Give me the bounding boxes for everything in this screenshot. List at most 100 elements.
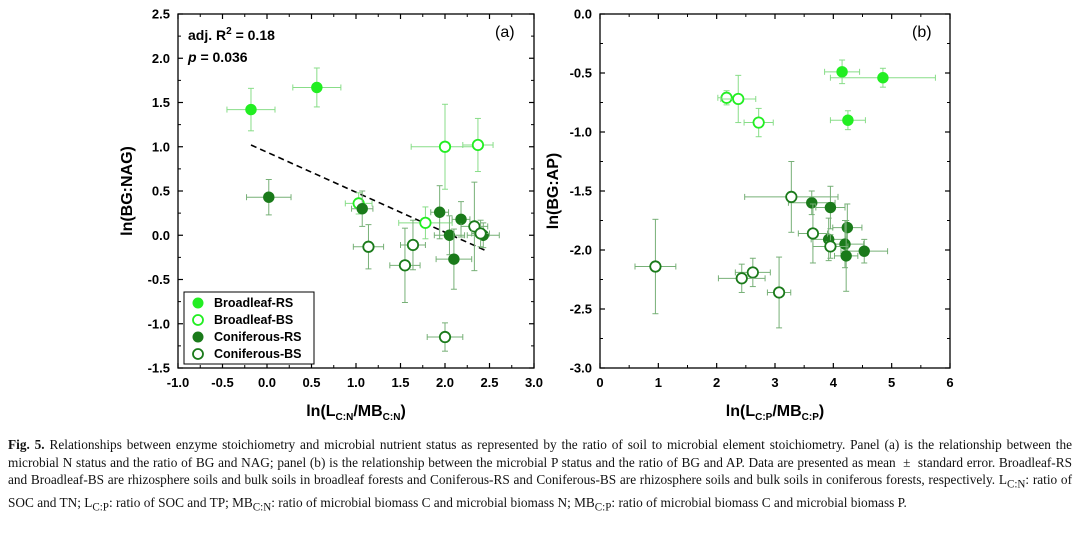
panel-b-ytick-label: -2.5 [570, 302, 592, 317]
panel-b-xlabel-main: ln(L [726, 403, 756, 420]
panel-b-xtick-label: 1 [655, 375, 662, 390]
caption-sub-2: C:P [92, 502, 109, 515]
caption-text-5: : ratio of microbial biomass C and micro… [611, 495, 907, 511]
data-point-broadleaf-rs [877, 72, 889, 84]
panel-a-ticks: -1.0 -0.5 0.0 0.5 1.0 1.5 2.0 2.5 3.0-1.5-1.0-0.… [148, 7, 543, 391]
data-point-broadleaf-bs [471, 138, 485, 152]
legend-label-coniferous-bs: Coniferous-BS [214, 347, 302, 361]
data-point-coniferous-rs [433, 206, 446, 218]
panel-b-ytick-label: -1.5 [570, 184, 592, 199]
r2-prefix: adj. R [188, 27, 226, 43]
r2-value: = 0.18 [232, 27, 275, 43]
panel-a-xtick-label: 0.0 [258, 375, 276, 390]
panel-b-ylabel: ln(BG:AP) [545, 153, 562, 229]
data-point-coniferous-bs [398, 259, 412, 272]
panel-a-xlabel-main: ln(L [306, 403, 336, 420]
r2-superscript: 2 [226, 26, 232, 37]
caption-text-2: : ratio of SOC and TN; L [8, 472, 1072, 511]
data-point-coniferous-rs [824, 201, 837, 214]
data-point-coniferous-rs [806, 197, 818, 209]
data-point-coniferous-bs [474, 227, 487, 240]
panel-b-xlabel: ln(LC:P/MBC:P) [726, 403, 824, 423]
panel-a-xtick-label: -1.0 [167, 375, 189, 390]
p-annotation: p = 0.036 [187, 49, 248, 65]
legend-box [183, 291, 315, 365]
p-symbol: p [187, 49, 197, 65]
panel-a-xlabel: ln(LC:N/MBC:N) [306, 403, 406, 423]
panel-a-xtick-label: 3.0 [525, 375, 543, 390]
caption-fig-label: Fig. 5. [8, 437, 45, 452]
panel-a-xtick-label: 2.0 [436, 375, 454, 390]
figure-caption: Fig. 5. Relationships between enzyme sto… [8, 436, 1072, 518]
caption-text-3: : ratio of SOC and TP; MB [108, 495, 253, 511]
data-point-broadleaf-rs [836, 66, 848, 78]
panel-b-plot [634, 59, 936, 329]
data-point-broadleaf-bs [720, 91, 733, 104]
legend-label-broadleaf-rs: Broadleaf-RS [214, 296, 293, 310]
panel-a-ytick-label: -0.5 [148, 272, 170, 287]
panel-a-ytick-label: 0.5 [152, 184, 170, 199]
data-point-coniferous-bs [824, 240, 837, 253]
data-point-coniferous-rs [443, 229, 456, 241]
data-point-coniferous-rs [858, 245, 870, 257]
panel-b-ytick-label: -1.0 [570, 125, 592, 140]
panel-b-xlabel-mid: /MB [772, 403, 801, 420]
panel-a-xlabel-mid: /MB [353, 403, 382, 420]
caption-sub-4: C:P [594, 502, 612, 515]
p-value: = 0.036 [197, 49, 248, 65]
panel-a-ytick-label: 2.5 [152, 7, 170, 22]
data-point-coniferous-bs [362, 240, 375, 253]
data-point-coniferous-rs [840, 250, 852, 262]
data-point-coniferous-rs [841, 221, 854, 234]
panel-a-xlabel-sub2: C:N [383, 412, 401, 423]
data-point-coniferous-bs [649, 260, 662, 273]
panel-b-frame [599, 13, 951, 369]
panel-a-plot [226, 67, 500, 352]
panel-b-xtick-label: 6 [946, 375, 953, 390]
panel-a: -1.0 -0.5 0.0 0.5 1.0 1.5 2.0 2.5 3.0-1.5-1.0-0.… [119, 7, 543, 424]
panel-a-xlabel-sub1: C:N [336, 412, 354, 423]
panel-a-ytick-label: 1.5 [152, 95, 170, 110]
legend: Broadleaf-RS Broadleaf-BS Coniferous-RS … [183, 291, 315, 365]
legend-marker-broadleaf-rs [192, 297, 204, 309]
data-point-broadleaf-rs [245, 103, 257, 116]
legend-label-broadleaf-bs: Broadleaf-BS [214, 313, 293, 327]
data-point-coniferous-bs [746, 266, 759, 279]
data-point-coniferous-rs [448, 253, 460, 265]
panel-b-ytick-label: -0.5 [570, 66, 592, 81]
panel-a-ytick-label: 2.0 [152, 51, 170, 66]
panel-b-ytick-label: -2.0 [570, 243, 592, 258]
panel-b-xlabel-sub2: C:P [802, 412, 820, 423]
r2-annotation: adj. R2 = 0.18 [188, 26, 275, 43]
legend-marker-coniferous-bs [192, 348, 204, 360]
figure: -1.0 -0.5 0.0 0.5 1.0 1.5 2.0 2.5 3.0-1.5-1.0-0.… [119, 7, 954, 424]
legend-marker-coniferous-rs [192, 331, 204, 343]
data-point-coniferous-bs [438, 330, 452, 344]
panel-b-xtick-label: 2 [713, 375, 720, 390]
panel-b-xtick-label: 3 [771, 375, 778, 390]
data-point-coniferous-rs [356, 203, 368, 215]
panel-a-ylabel: ln(BG:NAG) [119, 146, 136, 236]
caption-sub-3: C:N [252, 502, 272, 515]
panel-a-xtick-label: -0.5 [211, 375, 233, 390]
caption-text-1: Relationships between enzyme stoichiomet… [8, 437, 1072, 488]
panel-a-xtick-label: 1.0 [347, 375, 365, 390]
panel-a-tag: (a) [495, 24, 515, 41]
panel-a-ytick-label: -1.5 [148, 361, 170, 376]
panel-b-xtick-label: 5 [888, 375, 895, 390]
panel-a-xtick-label: 1.5 [391, 375, 409, 390]
data-point-coniferous-bs [735, 272, 748, 285]
data-point-coniferous-bs [806, 227, 820, 240]
panel-b-ytick-label: 0.0 [574, 7, 592, 22]
data-point-broadleaf-rs [842, 114, 854, 126]
caption-text-4: : ratio of microbial biomass C and micro… [271, 495, 595, 511]
data-point-coniferous-bs [406, 238, 420, 252]
data-point-broadleaf-rs [311, 81, 323, 94]
data-point-broadleaf-bs [732, 92, 745, 106]
panel-b: 0 1 2 3 4 5 6 -3.0 -2.5 -2.0 -1.5 -1.0 -0.5 0.0 (b) l… [545, 7, 954, 424]
data-point-broadleaf-bs [419, 216, 432, 229]
legend-marker-broadleaf-bs [192, 314, 204, 326]
legend-label-coniferous-rs: Coniferous-RS [214, 330, 302, 344]
data-point-broadleaf-bs [752, 116, 765, 129]
panel-a-ytick-label: -1.0 [148, 316, 170, 331]
